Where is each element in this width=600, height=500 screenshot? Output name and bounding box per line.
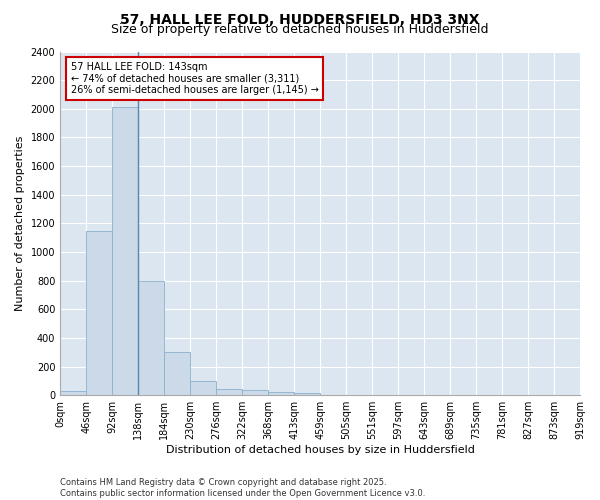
Bar xyxy=(294,394,320,395)
Bar xyxy=(164,352,190,395)
Bar xyxy=(268,392,294,395)
Text: 57, HALL LEE FOLD, HUDDERSFIELD, HD3 3NX: 57, HALL LEE FOLD, HUDDERSFIELD, HD3 3NX xyxy=(120,12,480,26)
Text: 57 HALL LEE FOLD: 143sqm
← 74% of detached houses are smaller (3,311)
26% of sem: 57 HALL LEE FOLD: 143sqm ← 74% of detach… xyxy=(71,62,319,95)
Bar xyxy=(242,390,268,395)
Bar xyxy=(190,381,216,395)
Bar xyxy=(112,108,138,395)
Bar xyxy=(86,230,112,395)
Text: Size of property relative to detached houses in Huddersfield: Size of property relative to detached ho… xyxy=(111,22,489,36)
X-axis label: Distribution of detached houses by size in Huddersfield: Distribution of detached houses by size … xyxy=(166,445,475,455)
Bar xyxy=(138,280,164,395)
Bar xyxy=(216,389,242,395)
Text: Contains HM Land Registry data © Crown copyright and database right 2025.
Contai: Contains HM Land Registry data © Crown c… xyxy=(60,478,425,498)
Y-axis label: Number of detached properties: Number of detached properties xyxy=(15,136,25,311)
Bar xyxy=(60,391,86,395)
